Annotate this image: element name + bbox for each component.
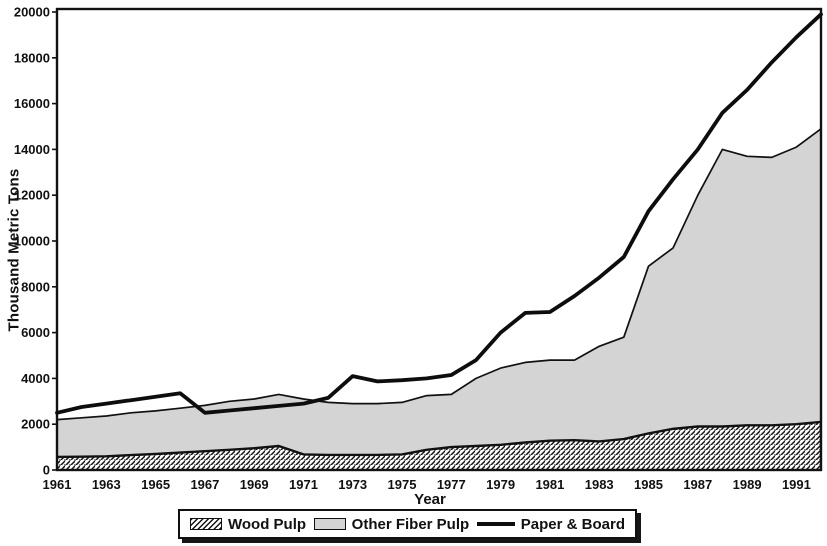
legend: Wood Pulp Other Fiber Pulp Paper & Board [178, 509, 637, 539]
y-tick-label: 2000 [21, 417, 50, 432]
x-tick-label: 1981 [535, 477, 564, 492]
x-tick-label: 1965 [141, 477, 170, 492]
x-axis-title: Year [414, 491, 446, 508]
legend-item-other-fiber-pulp: Other Fiber Pulp [313, 515, 470, 533]
legend-label-paper-board: Paper & Board [520, 515, 625, 533]
x-tick-label: 1967 [190, 477, 219, 492]
y-tick-label: 4000 [21, 371, 50, 386]
x-tick-label: 1985 [634, 477, 663, 492]
x-tick-label: 1971 [289, 477, 318, 492]
y-tick-label: 12000 [14, 188, 50, 203]
x-tick-label: 1977 [437, 477, 466, 492]
y-tick-label: 8000 [21, 279, 50, 294]
wood-pulp-swatch-icon [190, 518, 222, 530]
x-tick-label: 1987 [683, 477, 712, 492]
y-tick-label: 16000 [14, 96, 50, 111]
x-tick-label: 1961 [43, 477, 72, 492]
paper-board-line [55, 12, 823, 415]
paper-board-line-swatch-icon [476, 522, 515, 526]
other-fiber-pulp-area [57, 128, 821, 457]
x-tick-label: 1969 [240, 477, 269, 492]
x-tick-label: 1979 [486, 477, 515, 492]
y-tick-label: 10000 [14, 234, 50, 249]
x-tick-label: 1991 [782, 477, 811, 492]
legend-label-other-fiber-pulp: Other Fiber Pulp [351, 515, 470, 533]
x-tick-label: 1963 [92, 477, 121, 492]
y-axis-title: Thousand Metric Tons [5, 168, 23, 332]
legend-label-wood-pulp: Wood Pulp [228, 515, 307, 533]
wood-pulp-area [57, 421, 821, 470]
y-tick-label: 18000 [14, 50, 50, 65]
y-tick-label: 6000 [21, 325, 50, 340]
x-tick-label: 1989 [733, 477, 762, 492]
plot-frame [55, 7, 823, 472]
x-tick-label: 1983 [585, 477, 614, 492]
x-tick-label: 1975 [388, 477, 417, 492]
y-tick-label: 0 [43, 463, 50, 478]
other-fiber-pulp-swatch-icon [313, 518, 346, 530]
x-tick-label: 1973 [338, 477, 367, 492]
y-tick-label: 20000 [14, 5, 50, 20]
y-tick-label: 14000 [14, 142, 50, 157]
wood-pulp-area-edge [56, 420, 822, 459]
legend-item-paper-board: Paper & Board [476, 515, 625, 533]
legend-item-wood-pulp: Wood Pulp [190, 516, 306, 533]
other-fiber-pulp-area-edge [56, 128, 822, 421]
